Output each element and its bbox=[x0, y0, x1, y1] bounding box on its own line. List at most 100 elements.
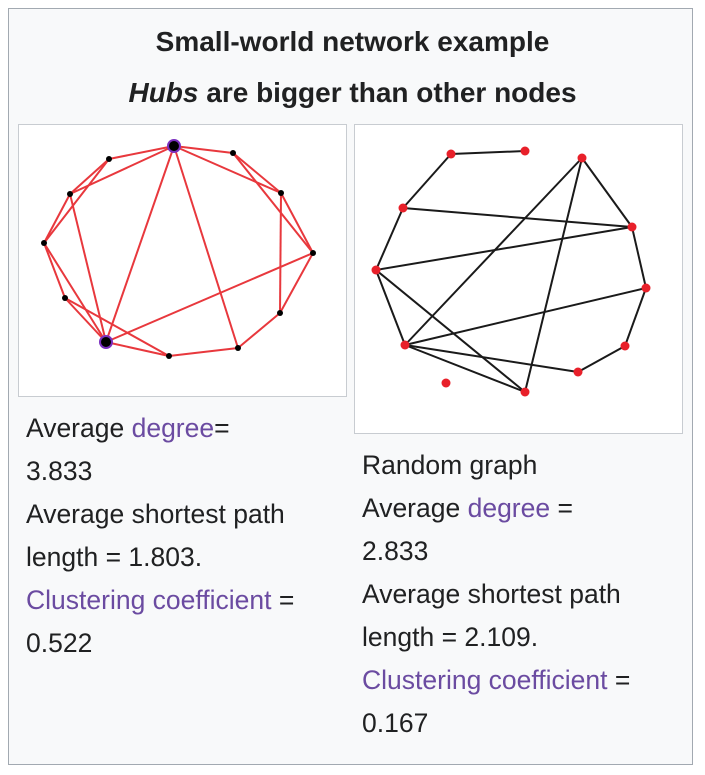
graph-edge bbox=[375, 269, 526, 393]
avg-degree-prefix: Average bbox=[26, 413, 132, 443]
graph-edge bbox=[375, 269, 406, 346]
graph-edge bbox=[108, 145, 175, 160]
random-graph-caption: Random graph Average degree = 2.833 Aver… bbox=[362, 444, 682, 745]
graph-edge bbox=[173, 145, 282, 194]
hubs-emphasis: Hubs bbox=[128, 77, 199, 108]
graph-edge bbox=[69, 158, 110, 195]
graph-node bbox=[573, 367, 583, 377]
graph-edge bbox=[450, 150, 526, 155]
graph-edge bbox=[279, 192, 282, 314]
clustering-value: 0.522 bbox=[26, 628, 93, 658]
graph-node bbox=[235, 345, 241, 351]
random-edges bbox=[375, 150, 647, 393]
avg-degree-value: 2.833 bbox=[362, 536, 429, 566]
graph-node bbox=[67, 191, 73, 197]
graph-edge bbox=[577, 345, 626, 373]
small-world-nodes bbox=[41, 139, 316, 359]
graph-edge bbox=[232, 152, 314, 254]
graph-edge bbox=[43, 158, 110, 244]
graph-node bbox=[620, 341, 630, 351]
graph-node bbox=[520, 387, 530, 397]
graph-edge bbox=[404, 344, 526, 393]
degree-link[interactable]: degree bbox=[467, 493, 551, 523]
avg-degree-line: Average degree= bbox=[26, 407, 346, 450]
graph-edge bbox=[43, 242, 66, 299]
infobox-subtitle: Hubs are bigger than other nodes bbox=[0, 77, 705, 109]
graph-node bbox=[446, 149, 456, 159]
graph-edge bbox=[105, 341, 170, 357]
graph-node bbox=[577, 153, 587, 163]
subtitle-rest: are bigger than other nodes bbox=[198, 77, 577, 108]
shortest-path-value: length = 1.803. bbox=[26, 542, 203, 572]
random-nodes bbox=[371, 146, 651, 397]
graph-edge bbox=[581, 157, 633, 228]
graph-edge bbox=[402, 207, 633, 228]
graph-node bbox=[441, 378, 451, 388]
graph-node bbox=[627, 222, 637, 232]
clustering-line: Clustering coefficient = bbox=[26, 579, 346, 622]
avg-degree-prefix: Average bbox=[362, 493, 468, 523]
graph-edge bbox=[237, 312, 281, 349]
graph-node bbox=[166, 353, 172, 359]
shortest-path-label: Average shortest path bbox=[362, 579, 621, 609]
graph-edge bbox=[173, 145, 239, 349]
graph-edge bbox=[404, 287, 647, 346]
graph-node bbox=[398, 203, 408, 213]
graph-edge bbox=[404, 157, 583, 346]
graph-node bbox=[62, 295, 68, 301]
infobox-title: Small-world network example bbox=[155, 26, 550, 57]
graph-edge bbox=[168, 347, 239, 357]
graph-edge bbox=[64, 297, 170, 357]
avg-degree-value: 3.833 bbox=[26, 456, 93, 486]
avg-degree-line: Average degree = bbox=[362, 487, 682, 530]
graph-edge bbox=[402, 153, 452, 209]
avg-degree-suffix: = bbox=[214, 413, 230, 443]
graph-edge bbox=[279, 252, 314, 314]
graph-node bbox=[520, 146, 530, 156]
graph-edge bbox=[375, 207, 404, 271]
graph-edge bbox=[624, 287, 647, 347]
graph-edge bbox=[524, 157, 583, 393]
graph-edge bbox=[69, 145, 175, 195]
clustering-coefficient-link[interactable]: Clustering coefficient bbox=[26, 585, 272, 615]
random-graph bbox=[371, 146, 651, 397]
small-world-graph-panel bbox=[18, 124, 347, 397]
graph-node bbox=[230, 150, 236, 156]
graph-node bbox=[277, 310, 283, 316]
graph-node bbox=[106, 156, 112, 162]
random-graph-label: Random graph bbox=[362, 450, 538, 480]
clustering-suffix: = bbox=[271, 585, 295, 615]
clustering-line: Clustering coefficient = bbox=[362, 659, 682, 702]
small-world-edges bbox=[43, 145, 314, 357]
random-graph-panel bbox=[354, 124, 683, 434]
hub-node bbox=[99, 335, 113, 349]
hub-node bbox=[167, 139, 181, 153]
clustering-value: 0.167 bbox=[362, 708, 429, 738]
small-world-caption: Average degree= 3.833 Average shortest p… bbox=[26, 407, 346, 665]
graph-edge bbox=[232, 152, 282, 194]
graph-edge bbox=[173, 145, 234, 154]
graph-edge bbox=[43, 193, 71, 244]
clustering-coefficient-link[interactable]: Clustering coefficient bbox=[362, 665, 608, 695]
graph-node bbox=[641, 283, 651, 293]
small-world-graph bbox=[41, 139, 316, 359]
graph-edge bbox=[105, 252, 314, 343]
graph-node bbox=[371, 265, 381, 275]
shortest-path-label: Average shortest path bbox=[26, 499, 285, 529]
graph-edge bbox=[43, 242, 107, 343]
graph-node bbox=[41, 240, 47, 246]
degree-link[interactable]: degree bbox=[131, 413, 215, 443]
graph-edge bbox=[64, 297, 107, 343]
graph-node bbox=[310, 250, 316, 256]
graph-edge bbox=[375, 226, 633, 271]
avg-degree-suffix: = bbox=[550, 493, 573, 523]
shortest-path-value: length = 2.109. bbox=[362, 622, 539, 652]
graph-node bbox=[400, 340, 410, 350]
graph-edge bbox=[280, 192, 314, 254]
graph-node bbox=[278, 190, 284, 196]
clustering-suffix: = bbox=[607, 665, 631, 695]
graph-edge bbox=[404, 344, 579, 373]
graph-edge bbox=[69, 193, 107, 343]
graph-edge bbox=[105, 145, 175, 343]
graph-edge bbox=[631, 226, 647, 289]
